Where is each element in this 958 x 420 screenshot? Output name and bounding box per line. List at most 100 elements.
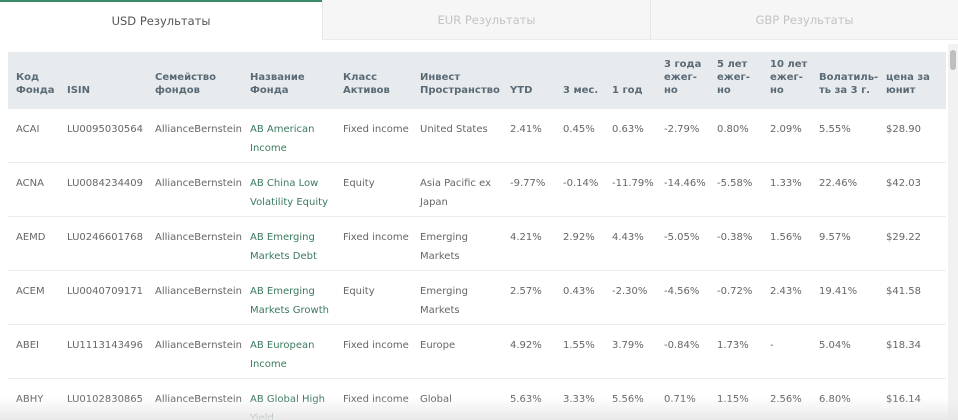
table-cell: -5.58%	[709, 162, 762, 217]
table-cell: ACEM	[8, 270, 59, 325]
table-cell: 4.21%	[502, 216, 555, 271]
table-cell: Fixed income	[335, 109, 412, 163]
table-cell: -	[762, 324, 811, 379]
table-cell: -0.14%	[555, 162, 604, 217]
table-cell: LU0102830865	[59, 378, 147, 420]
table-cell: $42.03	[878, 162, 946, 217]
table-cell: LU0095030564	[59, 109, 147, 163]
fund-name-link[interactable]: AB American Income	[242, 109, 335, 163]
column-header[interactable]: Семейство фондов	[147, 52, 242, 109]
table-cell: 9.57%	[811, 216, 878, 271]
column-header[interactable]: ISIN	[59, 52, 147, 109]
table-cell: 2.57%	[502, 270, 555, 325]
column-header[interactable]: 1 год	[604, 52, 656, 109]
table-cell: -2.30%	[604, 270, 656, 325]
column-header[interactable]: 3 года ежег-но	[656, 52, 709, 109]
table-cell: -4.56%	[656, 270, 709, 325]
table-cell: Asia Pacific ex Japan	[412, 162, 502, 217]
table-cell: 3.79%	[604, 324, 656, 379]
table-cell: ACNA	[8, 162, 59, 217]
table-cell: -2.79%	[656, 109, 709, 163]
table-row: AEMD LU0246601768 AllianceBernstein AB Emer…	[8, 216, 946, 271]
table-cell: 22.46%	[811, 162, 878, 217]
table-cell: Equity	[335, 270, 412, 325]
table-cell: $28.90	[878, 109, 946, 163]
table-cell: AllianceBernstein	[147, 109, 242, 163]
column-header[interactable]: Название Фонда	[242, 52, 335, 109]
table-cell: 1.15%	[709, 378, 762, 420]
fund-name-link[interactable]: AB China Low Volatility Equity	[242, 162, 335, 217]
table-cell: LU1113143496	[59, 324, 147, 379]
table-cell: United States	[412, 109, 502, 163]
column-header[interactable]: 5 лет ежег-но	[709, 52, 762, 109]
table-cell: LU0084234409	[59, 162, 147, 217]
table-cell: 0.43%	[555, 270, 604, 325]
table-cell: AllianceBernstein	[147, 324, 242, 379]
table-cell: $16.14	[878, 378, 946, 420]
tab-eur-results[interactable]: EUR Результаты	[322, 0, 650, 40]
table-cell: Emerging Markets	[412, 216, 502, 271]
table-cell: 1.55%	[555, 324, 604, 379]
table-cell: LU0246601768	[59, 216, 147, 271]
table-cell: -0.72%	[709, 270, 762, 325]
table-body: ACAI LU0095030564 AllianceBernstein AB Amer…	[8, 109, 946, 420]
column-header[interactable]: Инвест Пространство	[412, 52, 502, 109]
vertical-scrollbar[interactable]	[948, 44, 958, 420]
table-cell: 5.56%	[604, 378, 656, 420]
table-cell: Global	[412, 378, 502, 420]
table-cell: 2.92%	[555, 216, 604, 271]
table-cell: -0.84%	[656, 324, 709, 379]
tab-usd-results[interactable]: USD Результаты	[0, 0, 322, 40]
table-cell: -5.05%	[656, 216, 709, 271]
fund-name-link[interactable]: AB Emerging Markets Growth	[242, 270, 335, 325]
table-cell: Fixed income	[335, 324, 412, 379]
table-cell: Fixed income	[335, 378, 412, 420]
column-header[interactable]: цена за юнит	[878, 52, 946, 109]
table-cell: 5.55%	[811, 109, 878, 163]
table-cell: 19.41%	[811, 270, 878, 325]
scrollbar-thumb[interactable]	[950, 50, 956, 70]
table-cell: Equity	[335, 162, 412, 217]
column-header[interactable]: Волатиль-ть за 3 г.	[811, 52, 878, 109]
table-cell: 5.63%	[502, 378, 555, 420]
fund-name-link[interactable]: AB Emerging Markets Debt	[242, 216, 335, 271]
table-cell: -11.79%	[604, 162, 656, 217]
table-row: ACAI LU0095030564 AllianceBernstein AB Amer…	[8, 109, 946, 163]
table-cell: AllianceBernstein	[147, 216, 242, 271]
column-header[interactable]: Код Фонда	[8, 52, 59, 109]
table-cell: ABHY	[8, 378, 59, 420]
table-cell: $41.58	[878, 270, 946, 325]
table-cell: Europe	[412, 324, 502, 379]
tab-gbp-results[interactable]: GBP Результаты	[650, 0, 958, 40]
results-table: Код Фонда ISIN Семейство фондов Название Фо…	[8, 52, 946, 420]
header-row: Код Фонда ISIN Семейство фондов Название Фо…	[8, 52, 946, 109]
table-cell: 0.80%	[709, 109, 762, 163]
table-cell: 2.56%	[762, 378, 811, 420]
fund-name-link[interactable]: AB European Income	[242, 324, 335, 379]
table-cell: ABEI	[8, 324, 59, 379]
table-cell: 4.43%	[604, 216, 656, 271]
table-cell: $18.34	[878, 324, 946, 379]
table-header: Код Фонда ISIN Семейство фондов Название Фо…	[8, 52, 946, 109]
column-header[interactable]: 10 лет ежег-но	[762, 52, 811, 109]
table-cell: 0.71%	[656, 378, 709, 420]
table-cell: 2.41%	[502, 109, 555, 163]
table-row: ABEI LU1113143496 AllianceBernstein AB Euro…	[8, 324, 946, 379]
column-header[interactable]: YTD	[502, 52, 555, 109]
result-tabs: USD Результаты EUR Результаты GBP Резуль…	[0, 0, 958, 40]
column-header[interactable]: Класс Активов	[335, 52, 412, 109]
results-table-container: Код Фонда ISIN Семейство фондов Название Фо…	[8, 52, 946, 420]
table-cell: ACAI	[8, 109, 59, 163]
table-cell: 6.80%	[811, 378, 878, 420]
column-header[interactable]: 3 мес.	[555, 52, 604, 109]
table-cell: 1.56%	[762, 216, 811, 271]
table-cell: 4.92%	[502, 324, 555, 379]
table-cell: LU0040709171	[59, 270, 147, 325]
table-cell: 2.09%	[762, 109, 811, 163]
table-row: ACEM LU0040709171 AllianceBernstein AB Emer…	[8, 270, 946, 325]
table-cell: -14.46%	[656, 162, 709, 217]
table-cell: 5.04%	[811, 324, 878, 379]
table-cell: 0.63%	[604, 109, 656, 163]
fund-name-link[interactable]: AB Global High Yield	[242, 378, 335, 420]
table-cell: Emerging Markets	[412, 270, 502, 325]
